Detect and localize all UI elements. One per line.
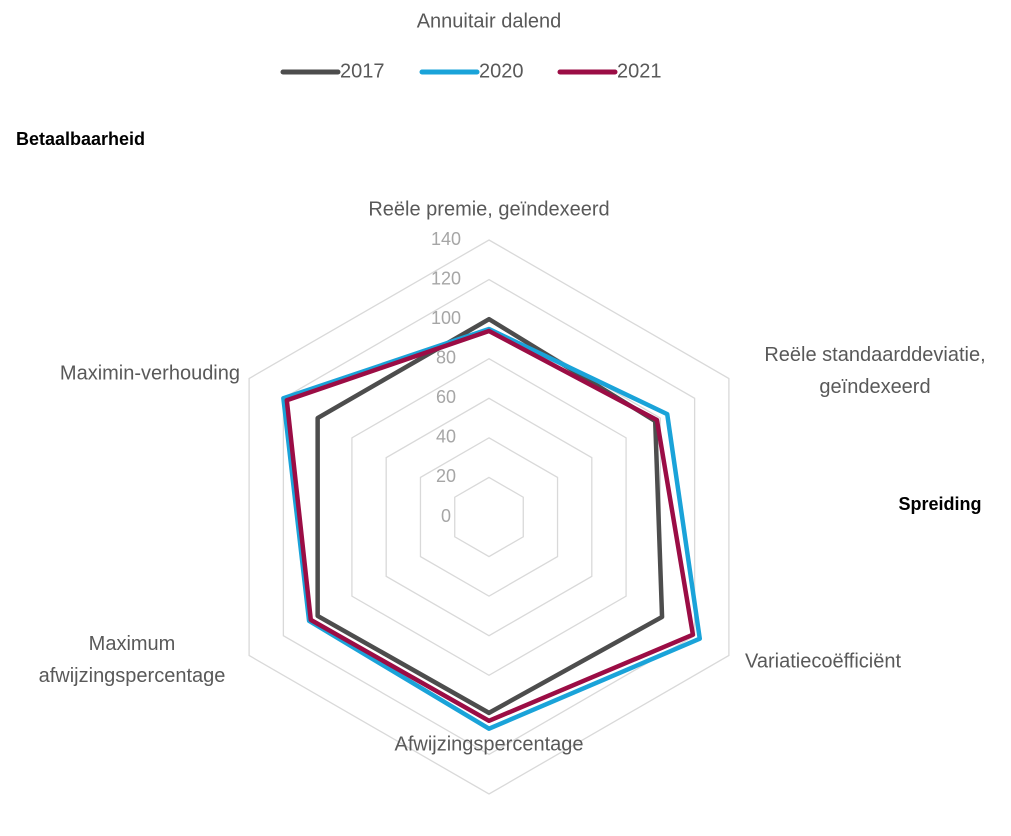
r-tick-label: 140 bbox=[431, 229, 461, 249]
grid-line bbox=[282, 278, 696, 756]
series-line bbox=[284, 328, 696, 724]
r-tick-label: 100 bbox=[431, 308, 461, 328]
grid-line bbox=[454, 476, 524, 558]
axis-label: Afwijzingspercentage bbox=[395, 733, 584, 755]
series-line bbox=[281, 326, 703, 731]
axis-label: Maximum afwijzingspercentage bbox=[39, 633, 226, 687]
r-tick-label: 20 bbox=[436, 466, 456, 486]
r-tick-label: 0 bbox=[441, 506, 451, 526]
grid-line bbox=[385, 397, 593, 637]
annotation: Spreiding bbox=[898, 494, 981, 514]
r-tick-label: 120 bbox=[431, 268, 461, 288]
r-tick-label: 80 bbox=[436, 347, 456, 367]
axis-label: Reële standaarddeviatie, geïndexeerd bbox=[764, 344, 985, 398]
grid-line bbox=[419, 437, 559, 597]
r-tick-label: 40 bbox=[436, 427, 456, 447]
legend-label: 2020 bbox=[479, 60, 524, 82]
chart-title: Annuitair dalend bbox=[417, 10, 562, 32]
annotation: Betaalbaarheid bbox=[16, 129, 145, 149]
axis-label: Variatiecoëfficiënt bbox=[745, 650, 901, 672]
axis-label: Maximin-verhouding bbox=[60, 362, 240, 384]
grid-line bbox=[248, 239, 730, 795]
legend-label: 2021 bbox=[617, 60, 662, 82]
grid-line bbox=[351, 357, 627, 677]
r-tick-label: 60 bbox=[436, 387, 456, 407]
legend-label: 2017 bbox=[340, 60, 385, 82]
axis-label: Reële premie, geïndexeerd bbox=[368, 198, 609, 220]
